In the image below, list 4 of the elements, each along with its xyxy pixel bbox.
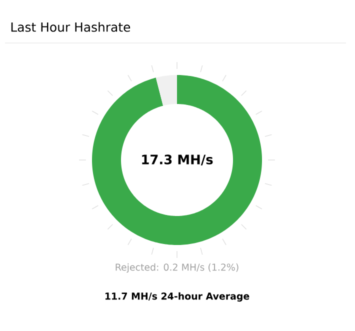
chart-title: Last Hour Hashrate — [11, 22, 130, 32]
text: Rejected: 0.2 MH/s (1.2%) — [116, 263, 238, 273]
text: 17.3 MH/s — [142, 154, 213, 166]
text: 11.7 MH/s 24-hour Average — [105, 292, 250, 302]
